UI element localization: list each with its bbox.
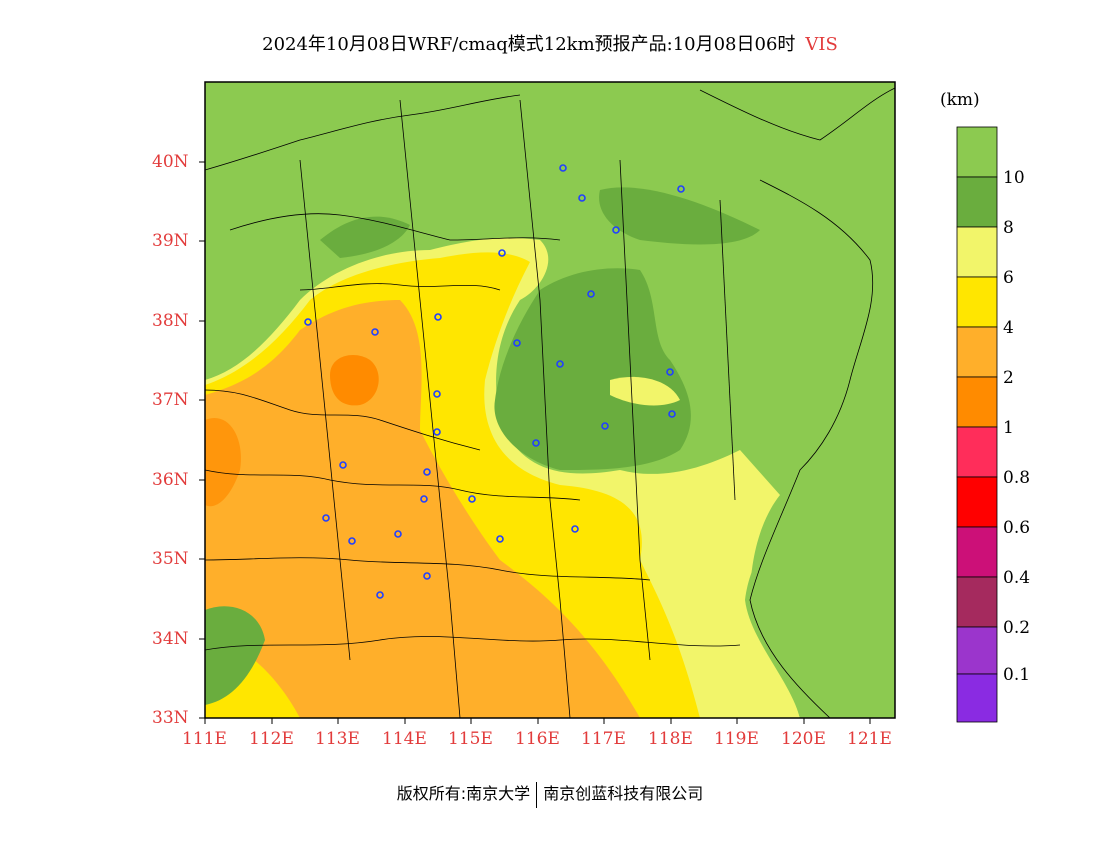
lon-label-117e: 117E	[581, 729, 626, 749]
lat-label-33n: 33N	[152, 708, 189, 728]
colorbar-label-6: 6	[1003, 268, 1014, 288]
colorbar-label-4: 4	[1003, 318, 1014, 338]
colorbar-segment-4	[956, 326, 998, 378]
lon-label-114e: 114E	[382, 729, 427, 749]
lat-label-36n: 36N	[152, 470, 189, 490]
lat-label-34n: 34N	[152, 629, 189, 649]
colorbar-label-8: 8	[1003, 218, 1014, 238]
lat-label-37n: 37N	[152, 390, 189, 410]
lon-label-112e: 112E	[249, 729, 294, 749]
copyright-company: 南京创蓝科技有限公司	[543, 784, 704, 803]
colorbar-segment-9	[956, 576, 998, 628]
colorbar-segment-3	[956, 276, 998, 328]
colorbar-label-2: 2	[1003, 368, 1014, 388]
colorbar-label-0-6: 0.6	[1003, 518, 1031, 538]
colorbar-segment-11	[956, 673, 998, 723]
colorbar-segment-10	[956, 626, 998, 675]
lat-label-38n: 38N	[152, 311, 189, 331]
footer-separator	[536, 781, 538, 808]
colorbar-segment-2	[956, 226, 998, 278]
copyright-owner: 版权所有:南京大学	[396, 784, 531, 803]
station-markers	[304, 164, 685, 599]
lon-label-113e: 113E	[315, 729, 360, 749]
color-bar	[956, 126, 998, 723]
dark-orange-core	[330, 355, 379, 406]
map-title: 2024年10月08日WRF/cmaq模式12km预报产品:10月08日06时 V…	[0, 30, 1100, 56]
lon-label-121e: 121E	[847, 729, 892, 749]
boundary-lines	[205, 87, 895, 718]
lon-label-111e: 111E	[182, 729, 227, 749]
lon-label-118e: 118E	[648, 729, 693, 749]
copyright-footer: 版权所有:南京大学 南京创蓝科技有限公司	[0, 780, 1100, 808]
colorbar-label-0-4: 0.4	[1003, 568, 1031, 588]
variable-name: VIS	[805, 34, 838, 55]
colorbar-segment-8	[956, 526, 998, 578]
title-text: 2024年10月08日WRF/cmaq模式12km预报产品:10月08日06时	[262, 34, 796, 55]
lat-label-40n: 40N	[152, 152, 189, 172]
orange-region	[205, 300, 640, 718]
colorbar-label-0-8: 0.8	[1003, 468, 1031, 488]
colorbar-segment-7	[956, 476, 998, 528]
lon-label-116e: 116E	[515, 729, 560, 749]
colorbar-segment-1	[956, 176, 998, 228]
lon-label-120e: 120E	[781, 729, 826, 749]
unit-label: (km)	[940, 90, 980, 110]
colorbar-segment-5	[956, 376, 998, 428]
colorbar-label-10: 10	[1003, 168, 1025, 188]
lat-label-35n: 35N	[152, 549, 189, 569]
colorbar-label-1: 1	[1003, 418, 1014, 438]
colorbar-segment-0	[956, 126, 998, 178]
clear-zone-center	[494, 268, 691, 470]
axis-ticks	[199, 161, 871, 724]
lat-label-39n: 39N	[152, 231, 189, 251]
colorbar-segment-6	[956, 426, 998, 478]
lon-label-115e: 115E	[448, 729, 493, 749]
visibility-field	[205, 82, 895, 718]
colorbar-label-0-1: 0.1	[1003, 665, 1031, 685]
colorbar-label-0-2: 0.2	[1003, 618, 1031, 638]
lon-label-119e: 119E	[714, 729, 759, 749]
